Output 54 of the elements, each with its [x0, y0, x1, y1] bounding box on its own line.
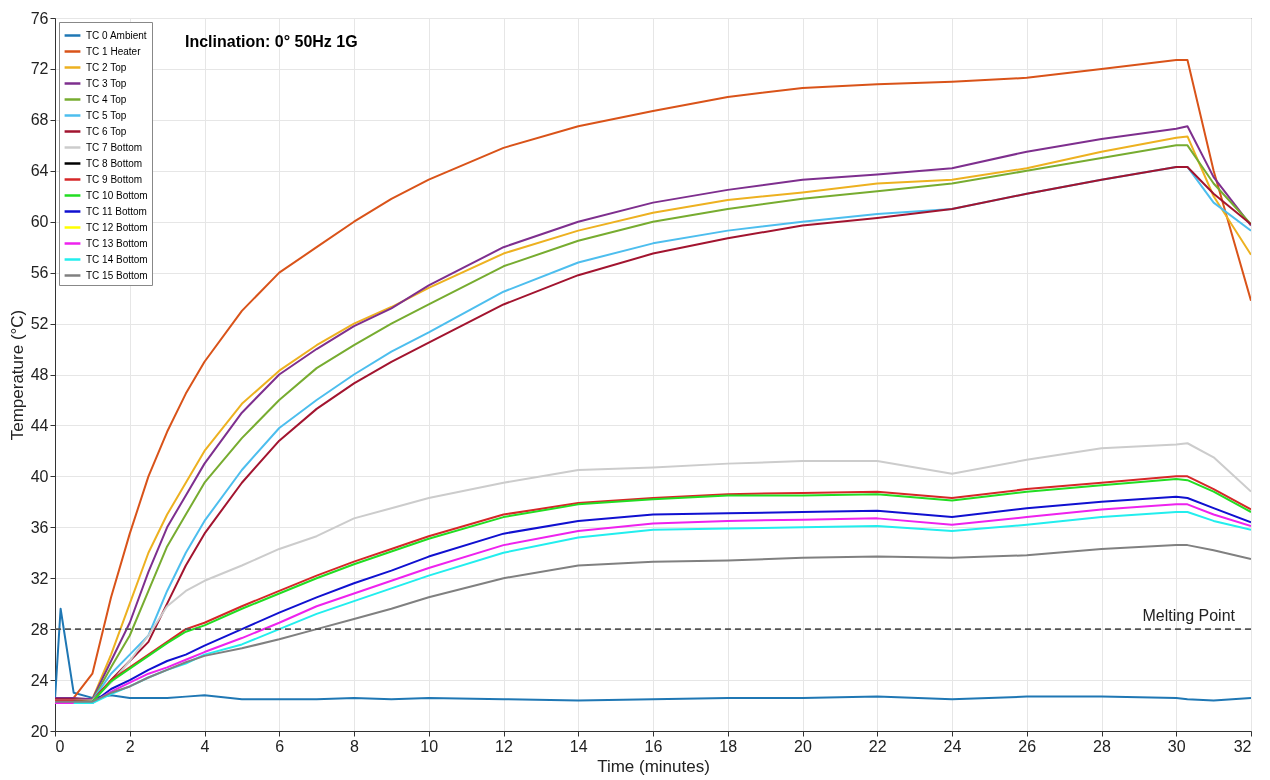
legend-label: TC 7 Bottom	[86, 141, 143, 153]
legend-label: TC 12 Bottom	[86, 221, 148, 233]
legend-label: TC 15 Bottom	[86, 269, 148, 281]
y-tick-label: 20	[30, 722, 49, 740]
legend-label: TC 10 Bottom	[86, 189, 148, 201]
y-tick-label: 44	[30, 416, 49, 434]
x-tick-label: 12	[495, 737, 513, 755]
x-tick-label: 10	[420, 737, 439, 755]
legend-label: TC 5 Top	[86, 109, 127, 121]
legend-label: TC 14 Bottom	[86, 253, 148, 265]
y-tick-label: 40	[30, 467, 49, 485]
x-tick-label: 18	[719, 737, 738, 755]
y-tick-label: 60	[30, 213, 49, 231]
y-tick-label: 52	[30, 315, 49, 333]
ref-line-label: Melting Point	[1142, 607, 1236, 625]
y-tick-label: 68	[30, 111, 49, 129]
x-tick-label: 2	[125, 737, 135, 755]
legend-label: TC 13 Bottom	[86, 237, 148, 249]
line-series	[55, 544, 1251, 703]
x-tick-label: 4	[200, 737, 210, 755]
legend-label: TC 9 Bottom	[86, 173, 143, 185]
annotation: Inclination: 0° 50Hz 1G	[185, 33, 358, 50]
x-tick-label: 16	[644, 737, 663, 755]
x-tick-label: 0	[55, 737, 65, 755]
y-tick-label: 48	[30, 366, 49, 383]
y-tick-label: 28	[30, 620, 49, 638]
legend-label: TC 11 Bottom	[86, 205, 147, 217]
x-tick-label: 24	[943, 737, 962, 755]
x-axis-title: Time (minutes)	[597, 756, 710, 776]
x-tick-label: 30	[1167, 737, 1186, 755]
y-tick-label: 72	[30, 60, 49, 78]
x-tick-label: 32	[1233, 737, 1252, 755]
y-axis-title: Temperature (°C)	[7, 309, 27, 441]
y-tick-label: 32	[30, 569, 49, 587]
x-tick-label: 28	[1093, 737, 1111, 755]
x-tick-label: 8	[350, 737, 360, 755]
y-tick-label: 76	[30, 9, 49, 27]
x-tick-label: 20	[794, 737, 812, 755]
x-tick-label: 6	[275, 737, 285, 755]
legend-label: TC 0 Ambient	[86, 29, 147, 41]
line-series	[55, 607, 1251, 702]
y-tick-label: 24	[30, 671, 49, 689]
legend-label: TC 8 Bottom	[86, 157, 143, 169]
x-tick-label: 22	[868, 737, 887, 755]
legend-label: TC 1 Heater	[86, 45, 142, 57]
y-tick-label: 36	[30, 518, 49, 536]
legend-label: TC 4 Top	[86, 93, 127, 105]
x-tick-label: 26	[1018, 737, 1037, 755]
y-tick-label: 64	[30, 162, 49, 180]
legend-label: TC 2 Top	[86, 61, 127, 73]
legend-label: TC 3 Top	[86, 77, 127, 89]
x-tick-label: 14	[569, 737, 588, 755]
legend-label: TC 6 Top	[86, 125, 127, 137]
y-tick-label: 56	[30, 264, 49, 282]
